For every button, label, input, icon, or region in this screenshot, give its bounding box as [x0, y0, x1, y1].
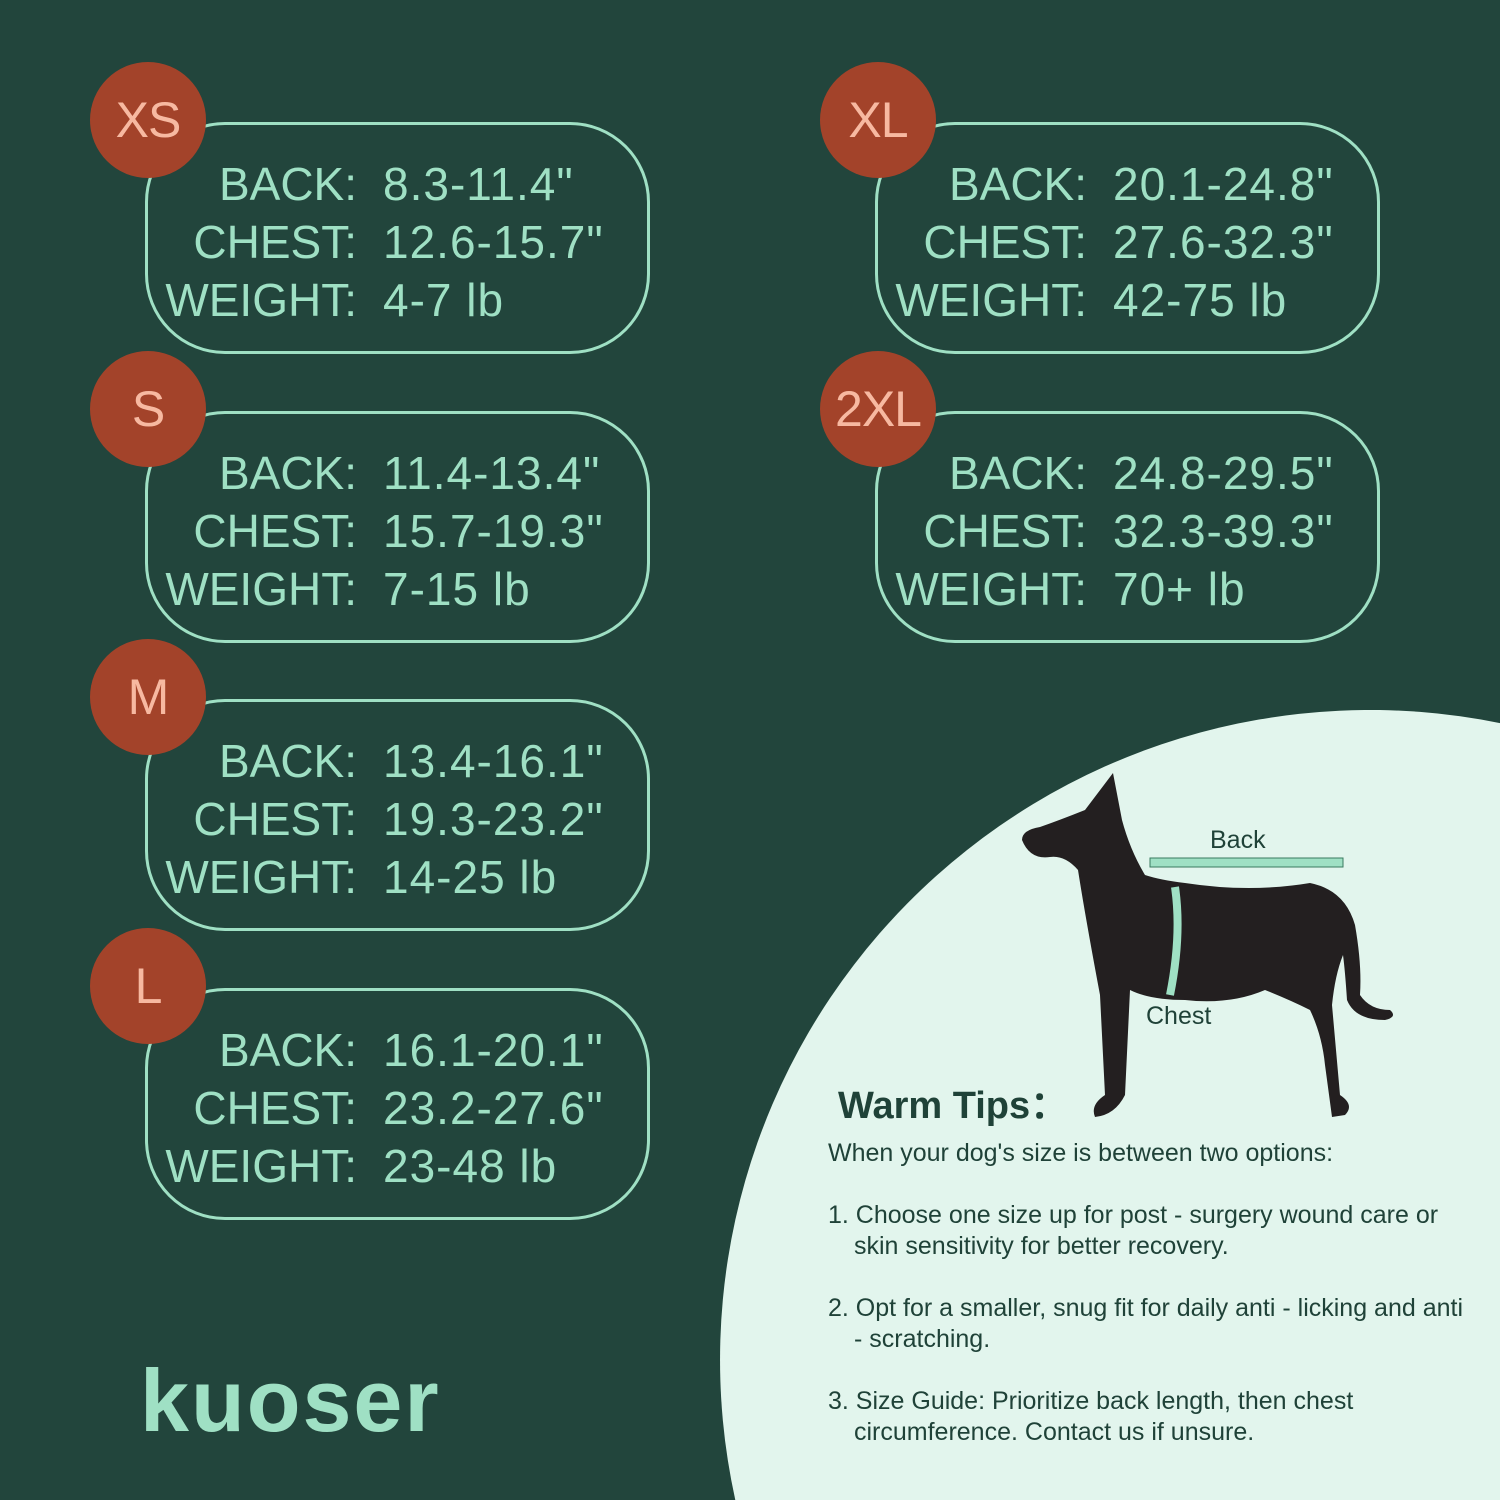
weight-label: WEIGHT: [895, 563, 1087, 615]
chest-value: 23.2-27.6" [383, 1082, 604, 1134]
back-label: BACK: [218, 158, 357, 210]
size-card: BACK: 16.1-20.1" CHEST: 23.2-27.6" WEIGHT: 23… [145, 988, 650, 1220]
size-row-back: BACK: 11.4-13.4" [148, 444, 647, 502]
chest-label: CHEST: [193, 505, 357, 557]
back-value: 8.3-11.4" [383, 158, 574, 210]
size-row-chest: CHEST: 32.3-39.3" [878, 502, 1377, 560]
back-label: BACK: [218, 735, 357, 787]
size-row-back: BACK: 16.1-20.1" [148, 1021, 647, 1079]
size-row-chest: CHEST: 15.7-19.3" [148, 502, 647, 560]
chest-label: CHEST: [923, 216, 1087, 268]
back-label: BACK: [218, 1024, 357, 1076]
size-row-back: BACK: 20.1-24.8" [878, 155, 1377, 213]
weight-label: WEIGHT: [895, 274, 1087, 326]
size-card: BACK: 11.4-13.4" CHEST: 15.7-19.3" WEIGHT: 7-… [145, 411, 650, 643]
chest-label: CHEST: [193, 216, 357, 268]
weight-label: WEIGHT: [165, 1140, 357, 1192]
back-value: 20.1-24.8" [1113, 158, 1334, 210]
back-value: 13.4-16.1" [383, 735, 604, 787]
weight-value: 4-7 lb [383, 274, 505, 326]
dog-diagram: Back Chest [1022, 773, 1394, 1117]
back-tape-icon [1149, 857, 1344, 868]
size-badge: M [90, 639, 206, 755]
chest-label: Chest [1146, 1002, 1211, 1030]
tips-intro: When your dog's size is between two opti… [828, 1139, 1334, 1167]
back-label: Back [1210, 826, 1266, 854]
size-row-weight: WEIGHT: 70+ lb [878, 560, 1377, 618]
weight-label: WEIGHT: [165, 563, 357, 615]
chest-label: CHEST: [193, 1082, 357, 1134]
size-row-chest: CHEST: 19.3-23.2" [148, 790, 647, 848]
chest-value: 27.6-32.3" [1113, 216, 1334, 268]
size-badge: S [90, 351, 206, 467]
tip-item: 1. Choose one size up for post - surgery… [828, 1201, 1439, 1260]
weight-label: WEIGHT: [165, 274, 357, 326]
back-value: 16.1-20.1" [383, 1024, 604, 1076]
weight-value: 14-25 lb [383, 851, 558, 903]
tips-title: Warm Tips： [838, 1085, 1069, 1127]
size-badge: 2XL [820, 351, 936, 467]
size-badge: XS [90, 62, 206, 178]
chest-value: 32.3-39.3" [1113, 505, 1334, 557]
chest-value: 12.6-15.7" [383, 216, 604, 268]
weight-value: 70+ lb [1113, 563, 1246, 615]
size-card: BACK: 8.3-11.4" CHEST: 12.6-15.7" WEIGHT: 4-7… [145, 122, 650, 354]
size-card: BACK: 20.1-24.8" CHEST: 27.6-32.3" WEIGHT: 42… [875, 122, 1380, 354]
tip-item: 3. Size Guide: Prioritize back length, t… [828, 1387, 1354, 1446]
chest-value: 19.3-23.2" [383, 793, 604, 845]
back-label: BACK: [948, 158, 1087, 210]
size-row-chest: CHEST: 23.2-27.6" [148, 1079, 647, 1137]
size-card: BACK: 24.8-29.5" CHEST: 32.3-39.3" WEIGHT: 70… [875, 411, 1380, 643]
chest-tape-icon [1166, 886, 1182, 996]
weight-value: 7-15 lb [383, 563, 531, 615]
dog-silhouette-icon [1022, 773, 1394, 1117]
size-card: BACK: 13.4-16.1" CHEST: 19.3-23.2" WEIGHT: 14… [145, 699, 650, 931]
size-row-weight: WEIGHT: 42-75 lb [878, 271, 1377, 329]
size-badge: XL [820, 62, 936, 178]
weight-value: 42-75 lb [1113, 274, 1288, 326]
size-row-weight: WEIGHT: 7-15 lb [148, 560, 647, 618]
size-row-back: BACK: 8.3-11.4" [148, 155, 647, 213]
size-row-back: BACK: 24.8-29.5" [878, 444, 1377, 502]
size-badge: L [90, 928, 206, 1044]
back-label: BACK: [218, 447, 357, 499]
weight-label: WEIGHT: [165, 851, 357, 903]
size-row-weight: WEIGHT: 14-25 lb [148, 848, 647, 906]
tip-item: 2. Opt for a smaller, snug fit for daily… [828, 1294, 1464, 1353]
back-value: 11.4-13.4" [383, 447, 601, 499]
size-row-chest: CHEST: 12.6-15.7" [148, 213, 647, 271]
size-row-back: BACK: 13.4-16.1" [148, 732, 647, 790]
back-label: BACK: [948, 447, 1087, 499]
size-row-chest: CHEST: 27.6-32.3" [878, 213, 1377, 271]
back-value: 24.8-29.5" [1113, 447, 1334, 499]
chest-value: 15.7-19.3" [383, 505, 604, 557]
chest-label: CHEST: [193, 793, 357, 845]
brand-logo: kuoser [140, 1351, 441, 1450]
weight-value: 23-48 lb [383, 1140, 558, 1192]
size-row-weight: WEIGHT: 4-7 lb [148, 271, 647, 329]
size-row-weight: WEIGHT: 23-48 lb [148, 1137, 647, 1195]
chest-label: CHEST: [923, 505, 1087, 557]
